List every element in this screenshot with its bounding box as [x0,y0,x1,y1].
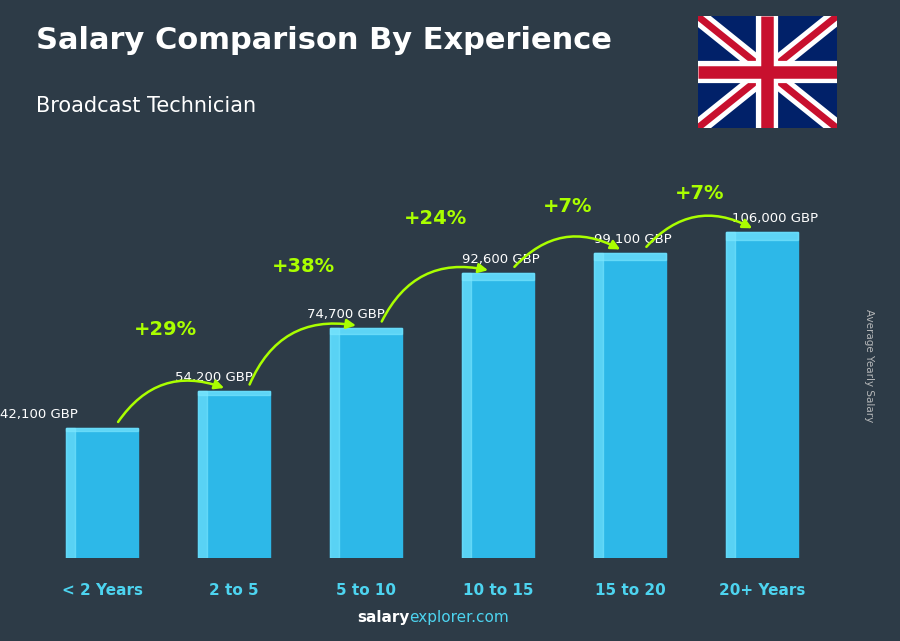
Text: explorer.com: explorer.com [410,610,509,625]
Bar [594,253,666,558]
Text: salary: salary [357,610,410,625]
Text: 2 to 5: 2 to 5 [209,583,259,597]
Text: 15 to 20: 15 to 20 [595,583,665,597]
Bar [725,231,798,240]
Bar [462,273,535,280]
Bar [329,328,402,333]
Text: Average Yearly Salary: Average Yearly Salary [863,309,874,422]
Text: +7%: +7% [675,183,724,203]
Text: 92,600 GBP: 92,600 GBP [462,253,539,266]
Text: 99,100 GBP: 99,100 GBP [594,233,671,246]
FancyArrowPatch shape [249,320,353,385]
FancyArrowPatch shape [515,237,617,267]
Text: +38%: +38% [272,257,335,276]
Bar [725,231,798,558]
Bar [66,428,139,431]
FancyArrowPatch shape [118,381,221,422]
Bar [462,273,471,558]
Bar [329,328,402,558]
Bar [66,428,75,558]
FancyArrowPatch shape [382,264,485,322]
FancyArrowPatch shape [646,215,750,247]
Text: < 2 Years: < 2 Years [61,583,142,597]
Text: Broadcast Technician: Broadcast Technician [36,96,256,116]
Bar [329,328,339,558]
Text: 20+ Years: 20+ Years [719,583,806,597]
Bar [725,231,735,558]
Bar [198,391,270,558]
Text: 54,200 GBP: 54,200 GBP [176,371,253,384]
Text: 74,700 GBP: 74,700 GBP [307,308,385,321]
Text: +24%: +24% [404,210,467,228]
Bar [462,273,535,558]
Text: 106,000 GBP: 106,000 GBP [732,212,818,224]
Bar [594,253,666,260]
Text: 42,100 GBP: 42,100 GBP [0,408,77,421]
Text: 5 to 10: 5 to 10 [336,583,396,597]
Bar [594,253,603,558]
Text: Salary Comparison By Experience: Salary Comparison By Experience [36,26,612,54]
Bar [198,391,207,558]
Text: +29%: +29% [133,320,196,339]
Text: 10 to 15: 10 to 15 [463,583,533,597]
Text: +7%: +7% [543,197,592,216]
Bar [198,391,270,395]
Bar [66,428,139,558]
